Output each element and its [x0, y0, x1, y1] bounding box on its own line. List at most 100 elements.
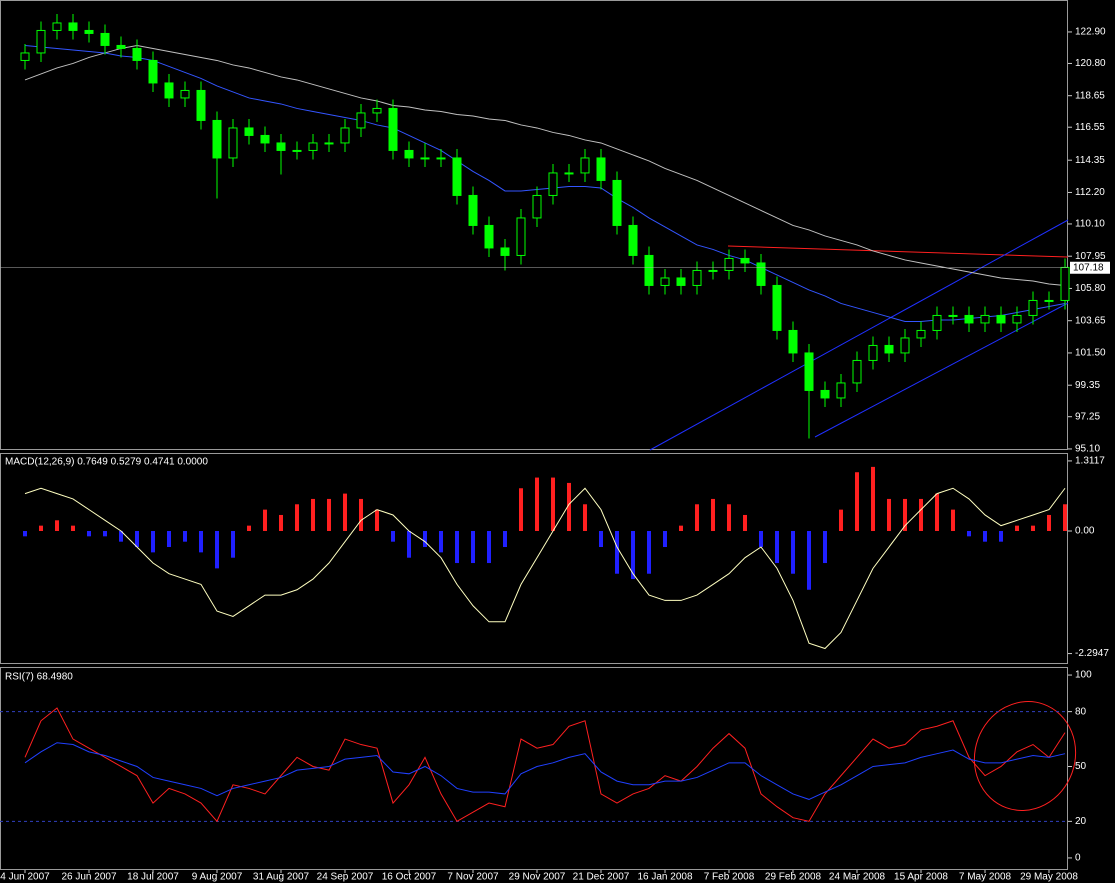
histogram-bar: [39, 525, 43, 531]
histogram-bar: [183, 530, 187, 542]
candle-body: [180, 89, 190, 99]
channel-line: [649, 219, 1069, 451]
y-tick-label: 118.65: [1075, 90, 1105, 101]
macd-title: MACD(12,26,9) 0.7649 0.5279 0.4741 0.000…: [5, 457, 208, 468]
histogram-bar: [615, 530, 619, 574]
candle-body: [580, 157, 590, 174]
candle-body: [612, 179, 622, 226]
candle-body: [836, 382, 846, 399]
candle-body: [148, 59, 158, 84]
histogram-bar: [87, 530, 91, 537]
y-tick-label: 107.95: [1075, 251, 1106, 262]
highlight-ellipse: [973, 701, 1077, 811]
macd-panel-frame: [0, 453, 1068, 664]
histogram-bar: [695, 504, 699, 531]
candle-body: [1012, 314, 1022, 324]
rsi-line: [24, 742, 1066, 800]
histogram-bar: [727, 504, 731, 531]
y-tick-label: 0.00: [1075, 526, 1095, 537]
histogram-bar: [71, 525, 75, 531]
candle-body: [68, 22, 78, 31]
histogram-bar: [135, 530, 139, 548]
y-tick-label: 97.25: [1075, 411, 1100, 422]
candle-body: [404, 149, 414, 159]
x-tick-label: 29 Nov 2007: [509, 872, 566, 883]
price-panel-frame: [0, 0, 1068, 450]
candle-body: [692, 269, 702, 286]
histogram-bar: [343, 493, 347, 531]
candle-body: [820, 389, 830, 399]
candle-body: [996, 314, 1006, 324]
x-tick-label: 9 Aug 2007: [192, 872, 243, 883]
histogram-bar: [215, 530, 219, 569]
histogram-bar: [391, 530, 395, 542]
histogram-bar: [311, 498, 315, 531]
candle-body: [356, 112, 366, 129]
candle-body: [164, 82, 174, 99]
histogram-bar: [967, 530, 971, 537]
histogram-bar: [599, 530, 603, 548]
candle-body: [308, 142, 318, 151]
y-tick-label: 101.50: [1075, 348, 1106, 359]
x-tick-label: 29 Feb 2008: [765, 872, 822, 883]
histogram-bar: [759, 530, 763, 548]
histogram-bar: [327, 498, 331, 531]
y-tick-label: 114.35: [1075, 155, 1105, 166]
histogram-bar: [807, 530, 811, 590]
histogram-bar: [775, 530, 779, 564]
histogram-bar: [471, 530, 475, 564]
candle-body: [980, 314, 990, 324]
histogram-bar: [999, 530, 1003, 542]
histogram-bar: [567, 482, 571, 531]
x-tick-label: 7 Nov 2007: [447, 872, 499, 883]
histogram-bar: [791, 530, 795, 574]
candle-body: [596, 157, 606, 181]
y-tick-label: 80: [1075, 706, 1087, 717]
histogram-bar: [359, 498, 363, 531]
candle-body: [756, 262, 766, 286]
x-tick-label: 16 Oct 2007: [382, 872, 437, 883]
y-tick-label: 103.65: [1075, 315, 1106, 326]
candle-body: [372, 107, 382, 114]
x-tick-label: 24 Sep 2007: [317, 872, 374, 883]
histogram-bar: [55, 520, 59, 531]
y-tick-label: 100: [1075, 670, 1092, 681]
x-tick-label: 29 May 2008: [1020, 872, 1078, 883]
x-tick-label: 31 Aug 2007: [253, 872, 310, 883]
candle-body: [676, 277, 686, 286]
candle-body: [772, 284, 782, 331]
candle-body: [420, 157, 430, 160]
histogram-bar: [743, 514, 747, 531]
candle-body: [916, 329, 926, 339]
x-tick-label: 21 Dec 2007: [573, 872, 630, 883]
candle-body: [788, 329, 798, 354]
candle-body: [116, 44, 126, 49]
candle-body: [804, 352, 814, 391]
candle-body: [228, 127, 238, 159]
y-tick-label: 50: [1075, 761, 1087, 772]
histogram-bar: [279, 514, 283, 531]
candle-body: [724, 257, 734, 271]
candle-body: [628, 224, 638, 256]
candle-body: [100, 32, 110, 46]
histogram-bar: [263, 509, 267, 531]
rsi-panel-frame: [0, 667, 1068, 870]
candle-body: [36, 29, 46, 54]
y-tick-label: -2.2947: [1075, 648, 1109, 659]
signal-line: [24, 487, 1066, 650]
x-tick-label: 18 Jul 2007: [127, 872, 179, 883]
y-tick-label: 116.55: [1075, 122, 1105, 133]
y-tick-label: 105.80: [1075, 283, 1106, 294]
histogram-bar: [983, 530, 987, 542]
candle-body: [244, 127, 254, 136]
candle-body: [436, 157, 446, 160]
candle-body: [516, 217, 526, 256]
candle-body: [20, 52, 30, 61]
histogram-bar: [903, 498, 907, 531]
histogram-bar: [583, 504, 587, 531]
candle-body: [868, 344, 878, 361]
y-tick-label: 1.3117: [1075, 456, 1105, 467]
candle-body: [388, 107, 398, 151]
